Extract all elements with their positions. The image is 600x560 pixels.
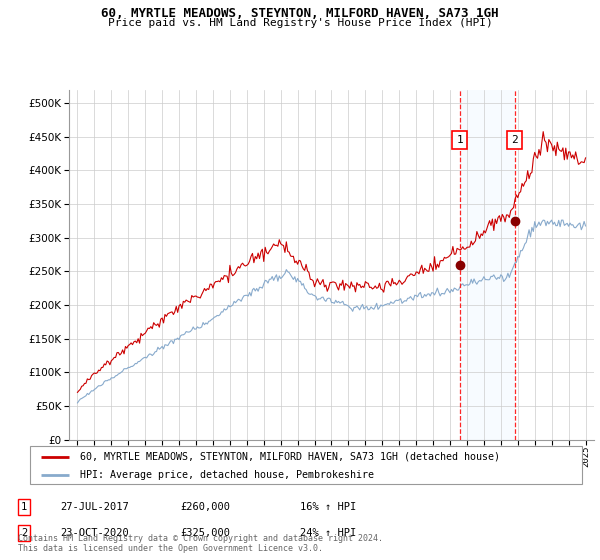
Text: £325,000: £325,000 — [180, 528, 230, 538]
Text: 27-JUL-2017: 27-JUL-2017 — [60, 502, 129, 512]
Text: 60, MYRTLE MEADOWS, STEYNTON, MILFORD HAVEN, SA73 1GH: 60, MYRTLE MEADOWS, STEYNTON, MILFORD HA… — [101, 7, 499, 20]
Text: 2: 2 — [511, 135, 518, 145]
Text: HPI: Average price, detached house, Pembrokeshire: HPI: Average price, detached house, Pemb… — [80, 470, 374, 480]
Text: 1: 1 — [457, 135, 463, 145]
FancyBboxPatch shape — [30, 446, 582, 484]
Text: £260,000: £260,000 — [180, 502, 230, 512]
Text: 60, MYRTLE MEADOWS, STEYNTON, MILFORD HAVEN, SA73 1GH (detached house): 60, MYRTLE MEADOWS, STEYNTON, MILFORD HA… — [80, 451, 500, 461]
Text: 23-OCT-2020: 23-OCT-2020 — [60, 528, 129, 538]
Bar — [460, 90, 515, 440]
Text: 24% ↑ HPI: 24% ↑ HPI — [300, 528, 356, 538]
Text: Price paid vs. HM Land Registry's House Price Index (HPI): Price paid vs. HM Land Registry's House … — [107, 18, 493, 28]
Text: 2: 2 — [21, 528, 27, 538]
Text: 16% ↑ HPI: 16% ↑ HPI — [300, 502, 356, 512]
Text: 1: 1 — [21, 502, 27, 512]
Text: Contains HM Land Registry data © Crown copyright and database right 2024.
This d: Contains HM Land Registry data © Crown c… — [18, 534, 383, 553]
